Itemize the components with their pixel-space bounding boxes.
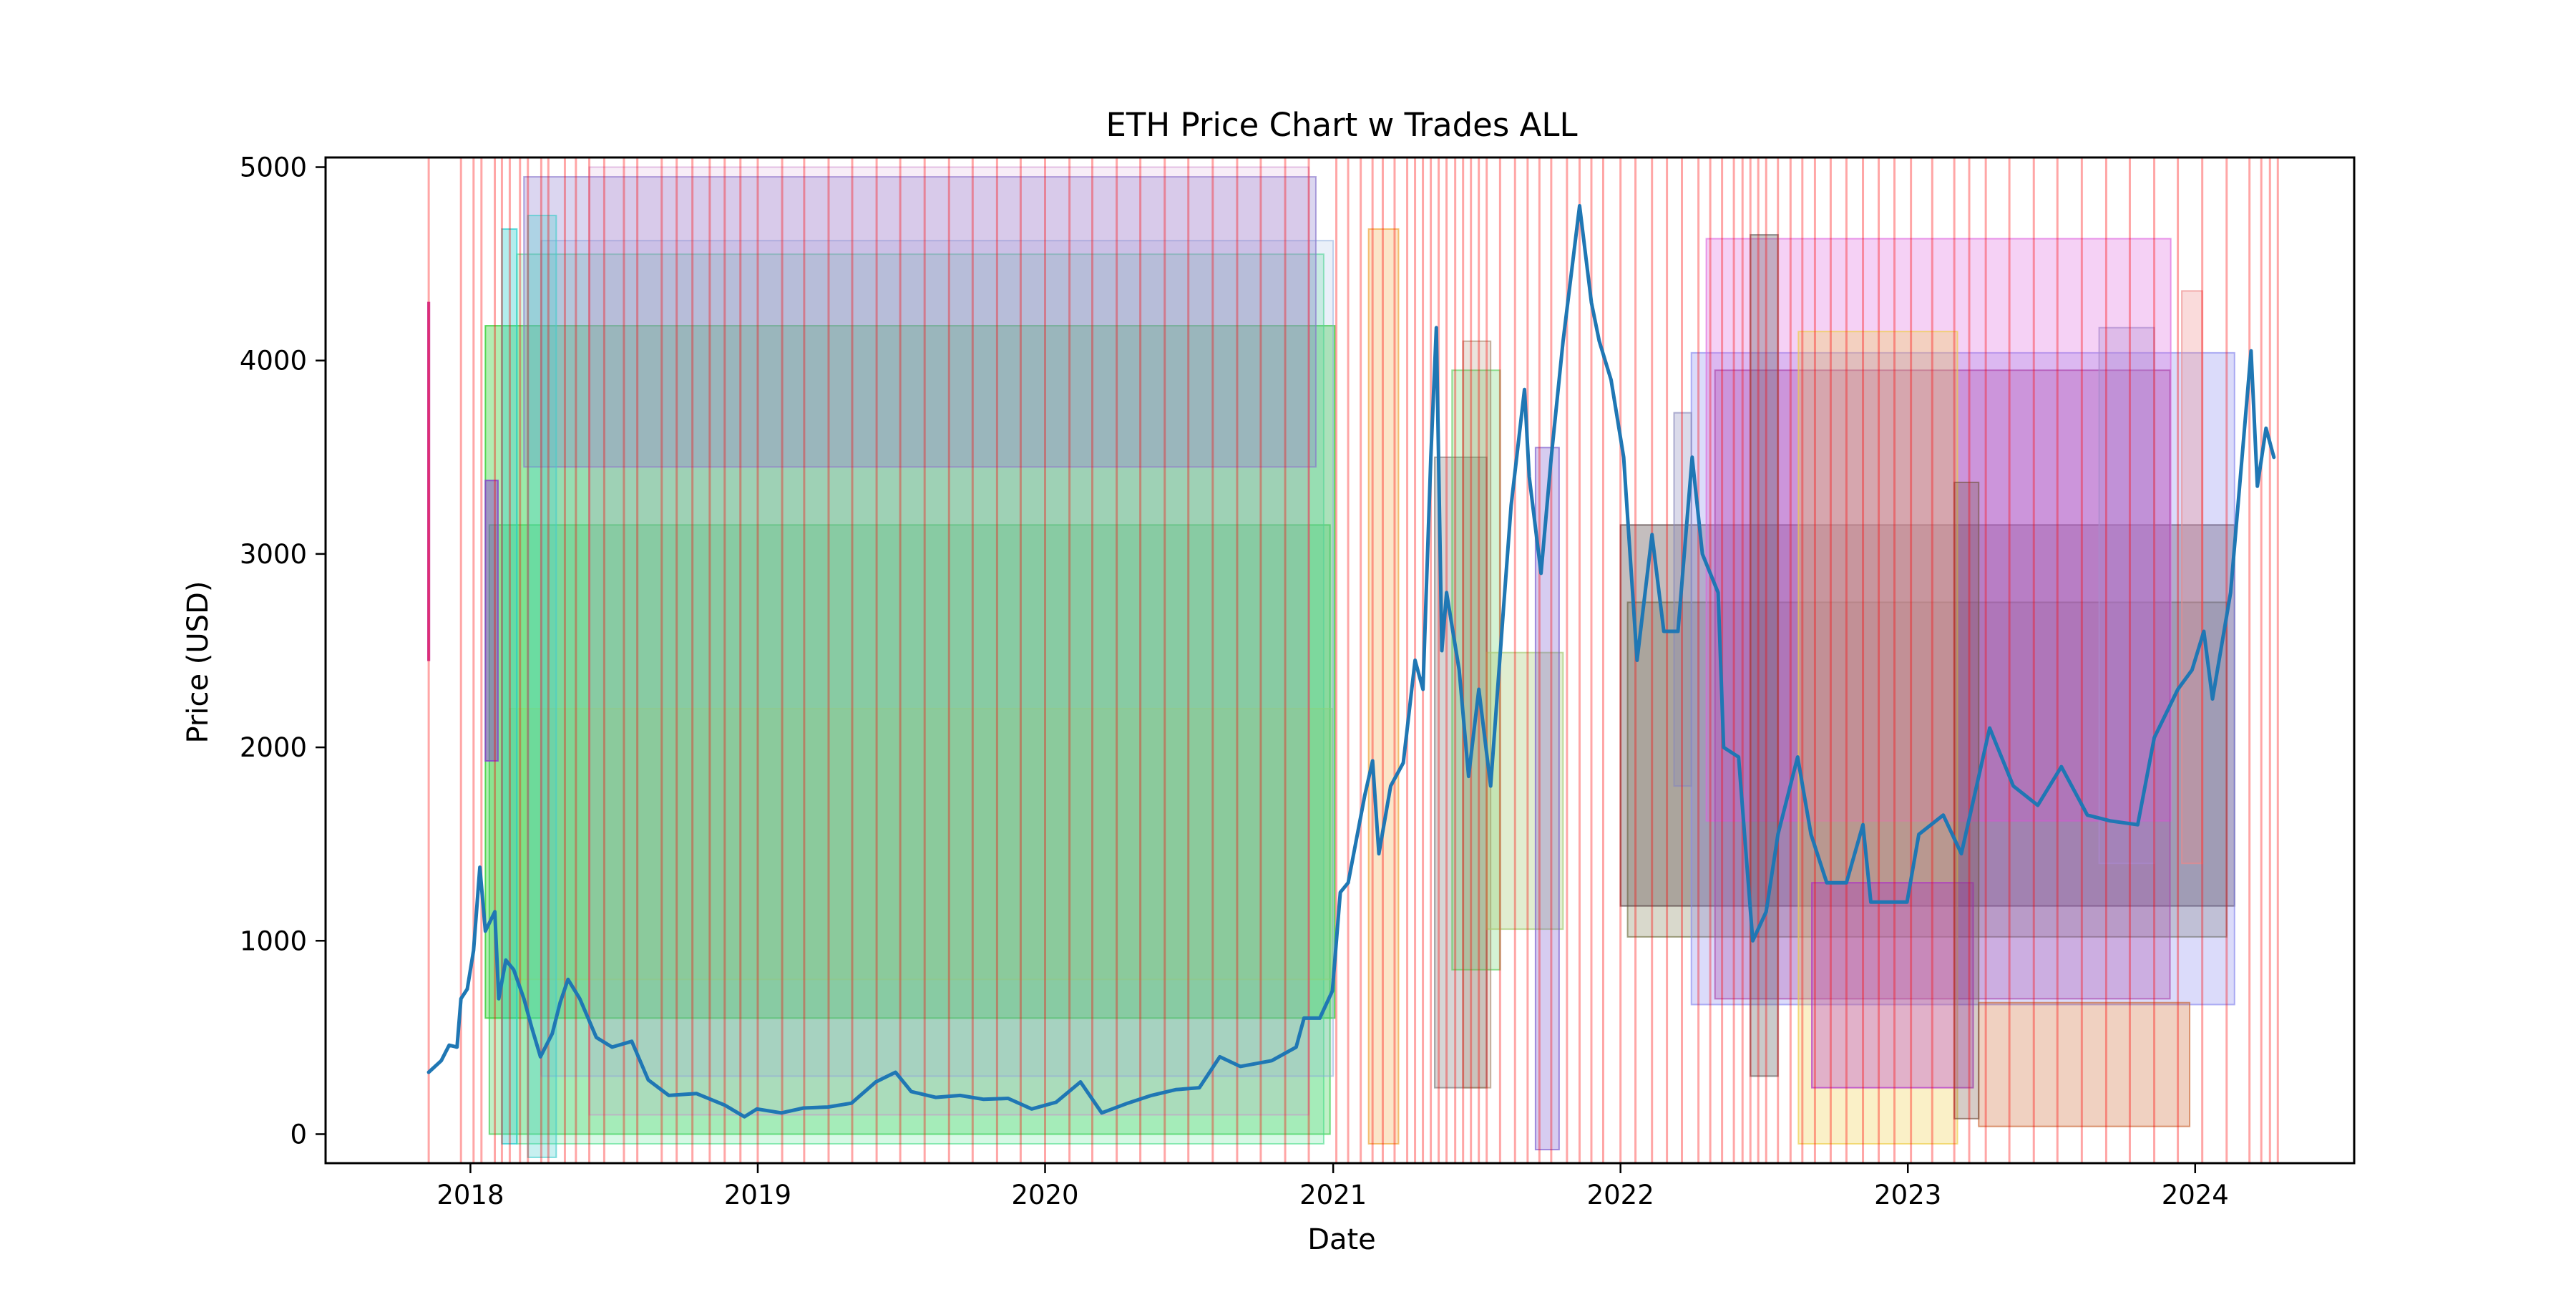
trade-box-0 <box>484 325 1336 1019</box>
trade-box-16 <box>1705 238 2172 822</box>
plot-border <box>324 156 2356 1165</box>
x-tick-label-2018: 2018 <box>436 1180 504 1210</box>
y-tick-label-3000: 3000 <box>240 539 307 570</box>
x-tick-label-2021: 2021 <box>1299 1180 1367 1210</box>
trade-box-19 <box>1797 331 1958 1145</box>
trade-box-20 <box>1811 882 1974 1089</box>
y-tick-label-0: 0 <box>290 1119 307 1150</box>
trade-box-24 <box>2098 326 2155 865</box>
trade-box-6 <box>588 166 1310 1116</box>
trade-box-4 <box>540 240 1335 1077</box>
trade-box-23 <box>1673 412 1692 787</box>
trade-box-9 <box>1451 369 1501 971</box>
price-line-0 <box>426 204 2276 1119</box>
trade-box-25 <box>2181 290 2203 865</box>
plot-frame <box>324 156 2356 1165</box>
x-tick-label-2024: 2024 <box>2162 1180 2229 1210</box>
trade-box-12 <box>1534 447 1560 1151</box>
x-tick-label-2023: 2023 <box>1874 1180 1941 1210</box>
x-axis-ticks: 2018 2019 2020 2021 2022 2023 2024 <box>436 1163 2229 1210</box>
y-axis-ticks: 0 1000 2000 3000 4000 5000 <box>240 152 326 1150</box>
trade-box-26 <box>427 301 431 661</box>
y-tick-label-1000: 1000 <box>240 926 307 956</box>
trade-box-13 <box>1626 601 2228 938</box>
trade-box-3 <box>509 708 1334 981</box>
y-tick-label-2000: 2000 <box>240 732 307 763</box>
y-axis-label: Price (USD) <box>182 581 215 744</box>
price-series <box>426 204 2276 1119</box>
trade-box-15 <box>1690 351 2235 1006</box>
x-tick-label-2019: 2019 <box>724 1180 791 1210</box>
y-tick-label-4000: 4000 <box>240 346 307 377</box>
trade-box-17 <box>1714 369 2171 1000</box>
trade-box-11 <box>1485 651 1564 931</box>
trade-box-7 <box>1367 228 1400 1145</box>
signal-lines <box>427 157 2279 1163</box>
chart-title: ETH Price Chart w Trades ALL <box>1106 106 1577 144</box>
trade-box-27 <box>484 480 499 762</box>
trade-box-18 <box>1750 234 1779 1077</box>
trade-box-1 <box>488 524 1331 1135</box>
trade-box-5 <box>523 176 1317 468</box>
trade-box-21 <box>1978 1001 2191 1127</box>
x-tick-label-2020: 2020 <box>1011 1180 1078 1210</box>
trade-box-29 <box>527 215 557 1158</box>
trade-box-28 <box>501 228 518 1145</box>
trade-boxes <box>427 166 2235 1158</box>
y-tick-label-5000: 5000 <box>240 152 307 183</box>
trade-box-8 <box>1434 456 1488 1089</box>
x-axis-label: Date <box>1307 1223 1376 1256</box>
trade-box-2 <box>516 253 1324 1145</box>
x-tick-label-2022: 2022 <box>1587 1180 1654 1210</box>
